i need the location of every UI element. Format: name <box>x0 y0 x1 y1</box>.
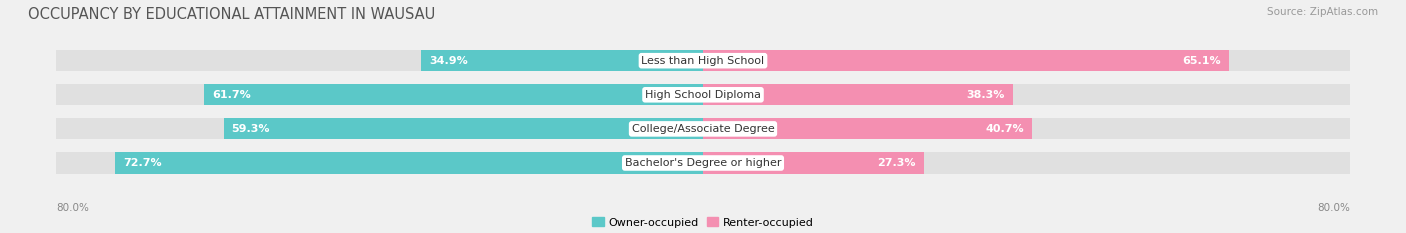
Text: OCCUPANCY BY EDUCATIONAL ATTAINMENT IN WAUSAU: OCCUPANCY BY EDUCATIONAL ATTAINMENT IN W… <box>28 7 436 22</box>
Bar <box>56 152 1350 174</box>
Text: 65.1%: 65.1% <box>1182 56 1222 66</box>
Text: College/Associate Degree: College/Associate Degree <box>631 124 775 134</box>
Bar <box>115 152 703 174</box>
Text: 80.0%: 80.0% <box>1317 203 1350 213</box>
Text: 72.7%: 72.7% <box>124 158 162 168</box>
Text: Source: ZipAtlas.com: Source: ZipAtlas.com <box>1267 7 1378 17</box>
Bar <box>224 118 703 140</box>
Text: 38.3%: 38.3% <box>966 90 1004 100</box>
Text: High School Diploma: High School Diploma <box>645 90 761 100</box>
Text: 34.9%: 34.9% <box>429 56 468 66</box>
Text: 61.7%: 61.7% <box>212 90 252 100</box>
Legend: Owner-occupied, Renter-occupied: Owner-occupied, Renter-occupied <box>588 213 818 232</box>
Bar <box>703 50 1229 71</box>
Bar <box>204 84 703 105</box>
Bar <box>703 118 1032 140</box>
Text: Bachelor's Degree or higher: Bachelor's Degree or higher <box>624 158 782 168</box>
Bar <box>420 50 703 71</box>
Bar <box>703 152 924 174</box>
Bar <box>703 84 1012 105</box>
Bar <box>56 50 1350 71</box>
Text: 40.7%: 40.7% <box>986 124 1024 134</box>
Text: 80.0%: 80.0% <box>56 203 89 213</box>
Text: 59.3%: 59.3% <box>232 124 270 134</box>
Text: 27.3%: 27.3% <box>877 158 915 168</box>
Text: Less than High School: Less than High School <box>641 56 765 66</box>
Bar <box>56 84 1350 105</box>
Bar <box>56 118 1350 140</box>
